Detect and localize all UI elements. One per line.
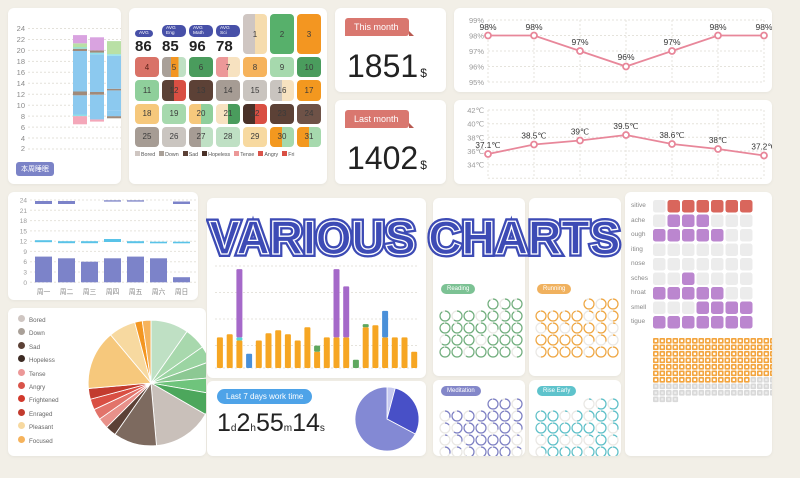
svg-text:98%: 98% [525,22,542,32]
svg-text:22: 22 [17,35,25,44]
svg-text:12: 12 [17,90,25,99]
svg-text:18: 18 [20,218,28,225]
svg-text:15: 15 [20,228,28,235]
svg-text:0: 0 [23,280,27,287]
svg-text:42℃: 42℃ [467,106,484,115]
svg-text:39.5℃: 39.5℃ [613,122,638,131]
svg-text:24: 24 [20,198,28,205]
svg-text:38.6℃: 38.6℃ [659,131,684,140]
svg-text:38.5℃: 38.5℃ [521,132,546,141]
svg-text:98%: 98% [709,22,726,32]
svg-text:38℃: 38℃ [709,136,727,145]
svg-text:4: 4 [21,134,25,143]
svg-text:97%: 97% [469,47,484,56]
svg-text:18: 18 [17,57,25,66]
svg-text:3: 3 [23,270,27,277]
svg-text:37.2℃: 37.2℃ [751,143,772,152]
svg-text:6: 6 [21,123,25,132]
svg-text:周五: 周五 [129,288,143,296]
svg-text:95%: 95% [469,78,484,87]
svg-text:周二: 周二 [60,288,74,296]
svg-text:40℃: 40℃ [467,120,484,129]
svg-text:97%: 97% [571,37,588,47]
svg-text:6: 6 [23,259,27,266]
svg-text:周日: 周日 [175,288,189,296]
svg-text:97%: 97% [663,37,680,47]
svg-text:14: 14 [17,79,25,88]
svg-text:39℃: 39℃ [571,128,589,137]
svg-text:2: 2 [21,144,25,153]
svg-text:98%: 98% [479,22,496,32]
svg-text:8: 8 [21,112,25,121]
svg-text:10: 10 [17,101,25,110]
svg-text:98%: 98% [469,32,484,41]
svg-text:21: 21 [20,208,28,215]
svg-text:周三: 周三 [83,288,97,296]
svg-text:周一: 周一 [37,288,51,296]
svg-text:24: 24 [17,24,25,33]
svg-text:12: 12 [20,239,28,246]
svg-text:周四: 周四 [106,288,120,296]
svg-text:9: 9 [23,249,27,256]
svg-text:96%: 96% [469,63,484,72]
svg-text:20: 20 [17,46,25,55]
svg-text:周六: 周六 [152,287,166,296]
svg-text:96%: 96% [617,52,634,62]
svg-text:37.1℃: 37.1℃ [475,141,500,150]
svg-text:98%: 98% [755,22,772,32]
svg-text:34℃: 34℃ [467,161,484,170]
svg-text:16: 16 [17,68,25,77]
